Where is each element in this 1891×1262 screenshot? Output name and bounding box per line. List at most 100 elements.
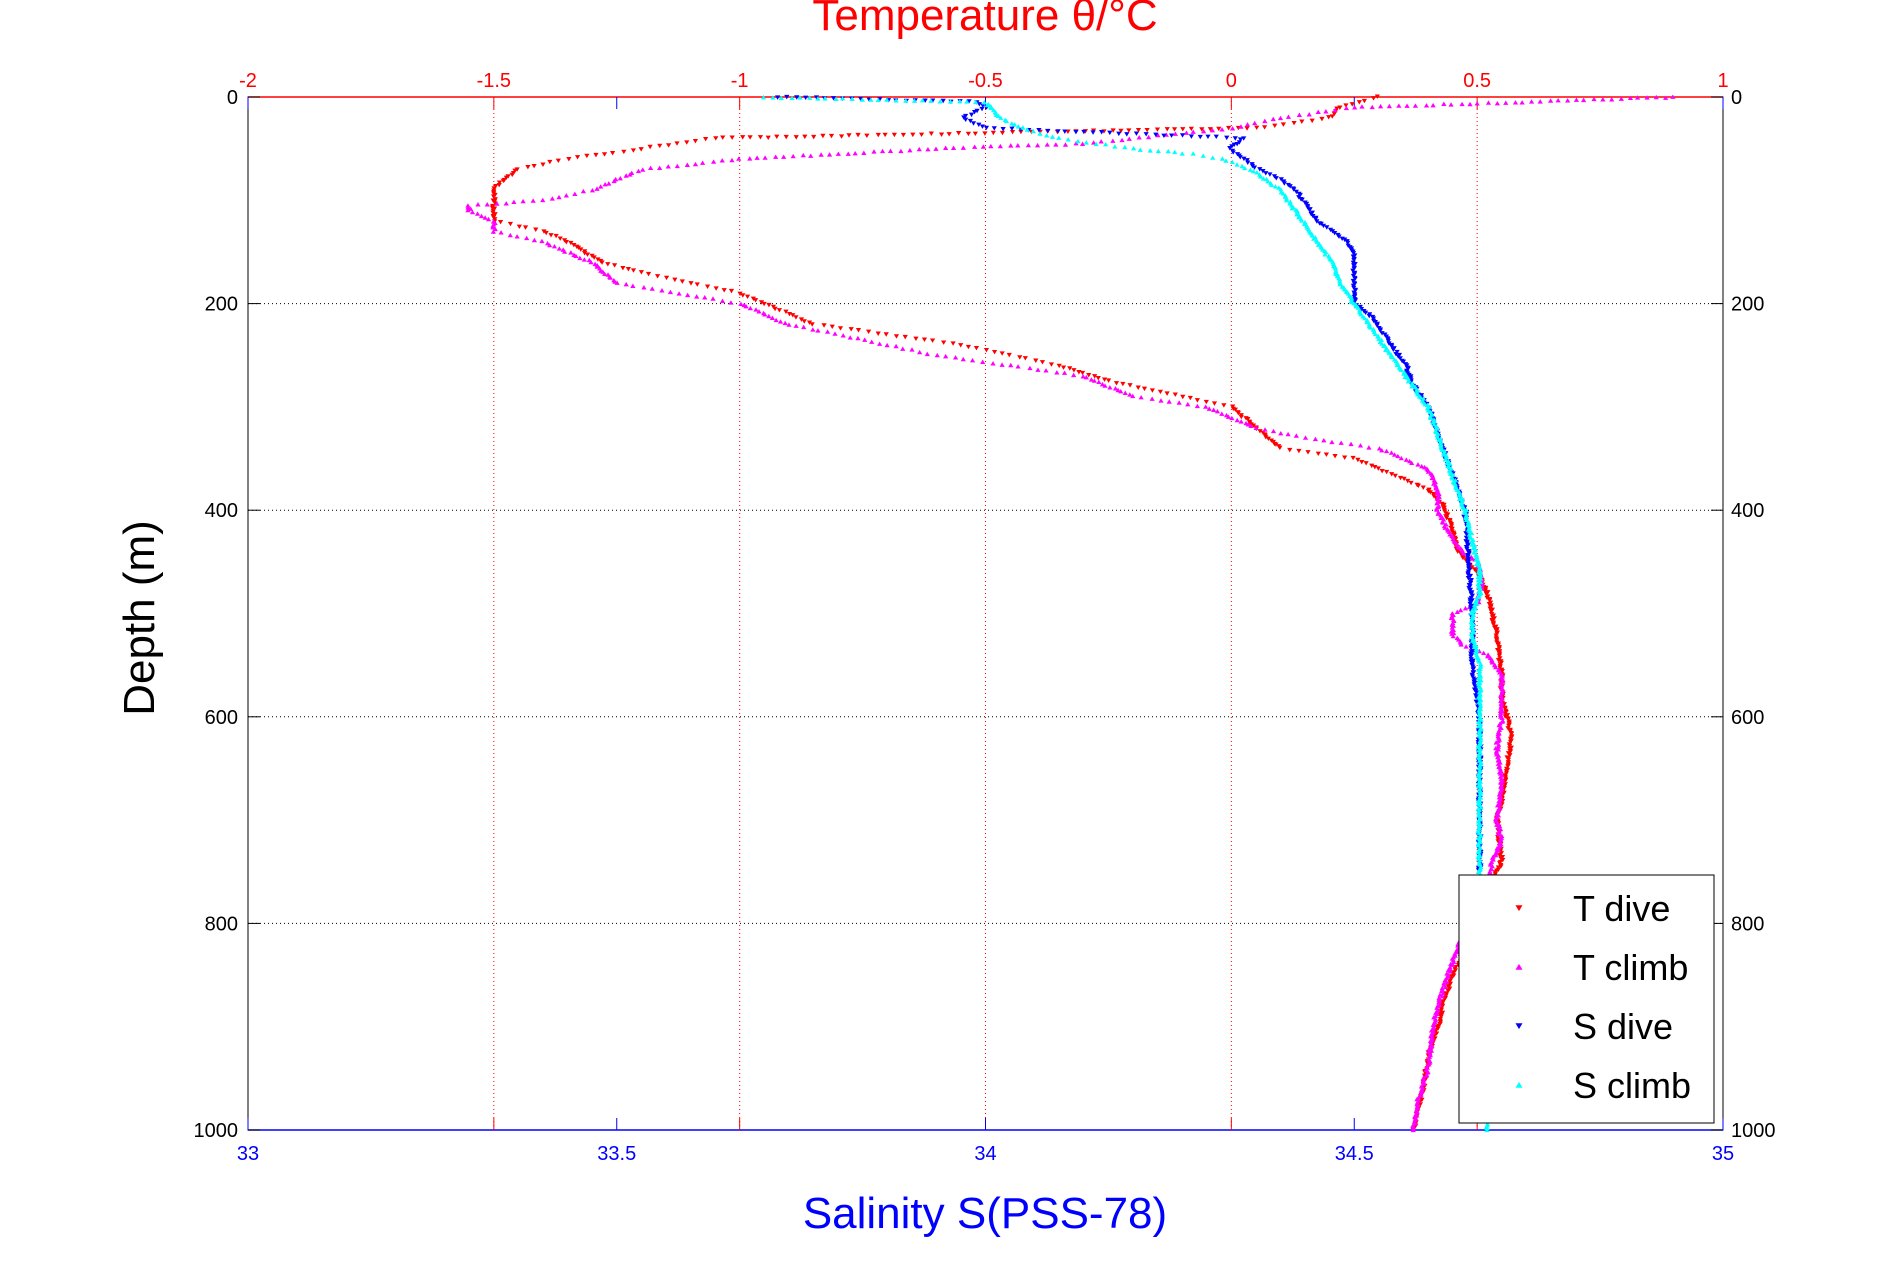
data-point (766, 302, 772, 308)
data-point (1309, 231, 1315, 236)
data-point (1663, 95, 1669, 100)
data-point (1112, 144, 1118, 149)
data-point (1232, 136, 1238, 141)
data-point (1396, 103, 1402, 108)
data-point (852, 150, 858, 156)
data-point (1366, 445, 1372, 450)
data-point (855, 335, 861, 341)
data-point (1488, 609, 1494, 614)
data-point (1450, 534, 1456, 539)
data-point (1463, 510, 1469, 516)
data-point (1234, 162, 1240, 167)
data-point (1392, 452, 1398, 457)
data-point (516, 224, 522, 230)
data-point (1496, 831, 1502, 837)
data-point (1477, 738, 1483, 744)
data-point (1227, 146, 1233, 151)
data-point (1120, 381, 1126, 387)
data-point (1419, 463, 1425, 469)
data-point (478, 213, 485, 219)
data-point (1143, 132, 1149, 137)
data-point (1370, 96, 1377, 101)
data-point (1412, 103, 1419, 108)
data-point (654, 274, 661, 279)
data-point (507, 232, 513, 238)
data-point (750, 296, 756, 301)
data-point (737, 291, 743, 297)
data-point (1441, 505, 1447, 511)
legend: T dive T climb S dive S climb (1458, 874, 1715, 1124)
data-point (1296, 112, 1302, 117)
depth-tick-label-left: 1000 (194, 1120, 239, 1142)
data-point (1478, 717, 1484, 722)
data-point (1211, 407, 1217, 412)
data-point (1375, 466, 1381, 471)
depth-tick-label-left: 600 (205, 707, 238, 729)
data-point (1338, 440, 1344, 445)
data-point (1456, 493, 1462, 498)
data-point (591, 255, 597, 260)
data-point (1452, 951, 1458, 956)
data-point (1273, 176, 1279, 181)
data-point (840, 333, 846, 338)
data-point (950, 145, 957, 150)
data-point (1493, 740, 1499, 745)
bottom-axis-tick-label: 33 (237, 1143, 259, 1165)
data-point (1455, 549, 1461, 554)
data-point (809, 322, 815, 327)
data-point (469, 209, 476, 215)
data-point (990, 130, 996, 136)
data-point (1209, 127, 1216, 133)
data-point (877, 341, 883, 346)
data-point (556, 194, 562, 200)
data-point (1429, 475, 1435, 481)
data-point (1591, 96, 1597, 102)
data-point (1342, 237, 1348, 242)
data-point (907, 147, 913, 153)
data-point (1154, 127, 1161, 132)
data-point (594, 264, 600, 269)
data-point (1404, 103, 1410, 108)
data-point (692, 138, 699, 144)
data-point (972, 131, 978, 137)
data-point (925, 146, 931, 152)
data-point (1428, 415, 1434, 420)
data-point (1376, 336, 1382, 341)
data-point (1495, 657, 1502, 663)
data-point (900, 346, 906, 351)
data-point (1350, 251, 1357, 256)
data-point (938, 132, 945, 137)
data-point (1473, 699, 1479, 705)
data-point (736, 156, 742, 161)
data-point (981, 100, 987, 105)
data-point (762, 155, 768, 160)
data-point (533, 227, 539, 232)
depth-tick-label-left: 0 (227, 87, 238, 109)
data-point (1234, 417, 1240, 423)
data-point (703, 136, 709, 142)
data-point (704, 284, 711, 289)
data-point (1045, 128, 1051, 134)
data-point (1263, 435, 1269, 440)
data-point (514, 234, 520, 239)
data-point (1219, 156, 1225, 161)
data-point (1491, 616, 1497, 621)
data-point (991, 126, 997, 131)
data-point (584, 153, 590, 159)
data-point (522, 225, 529, 230)
data-point (1095, 375, 1101, 381)
data-point (1251, 165, 1258, 170)
data-point (965, 344, 972, 350)
data-point (762, 312, 768, 317)
data-point (1380, 343, 1387, 349)
data-point (1447, 969, 1453, 974)
data-point (1252, 120, 1258, 126)
data-point (1507, 739, 1514, 745)
data-point (839, 95, 846, 101)
data-point (711, 159, 717, 164)
data-point (611, 178, 617, 184)
data-point (1194, 403, 1200, 409)
data-point (1168, 133, 1175, 138)
data-point (1309, 233, 1315, 238)
data-point (494, 201, 500, 206)
